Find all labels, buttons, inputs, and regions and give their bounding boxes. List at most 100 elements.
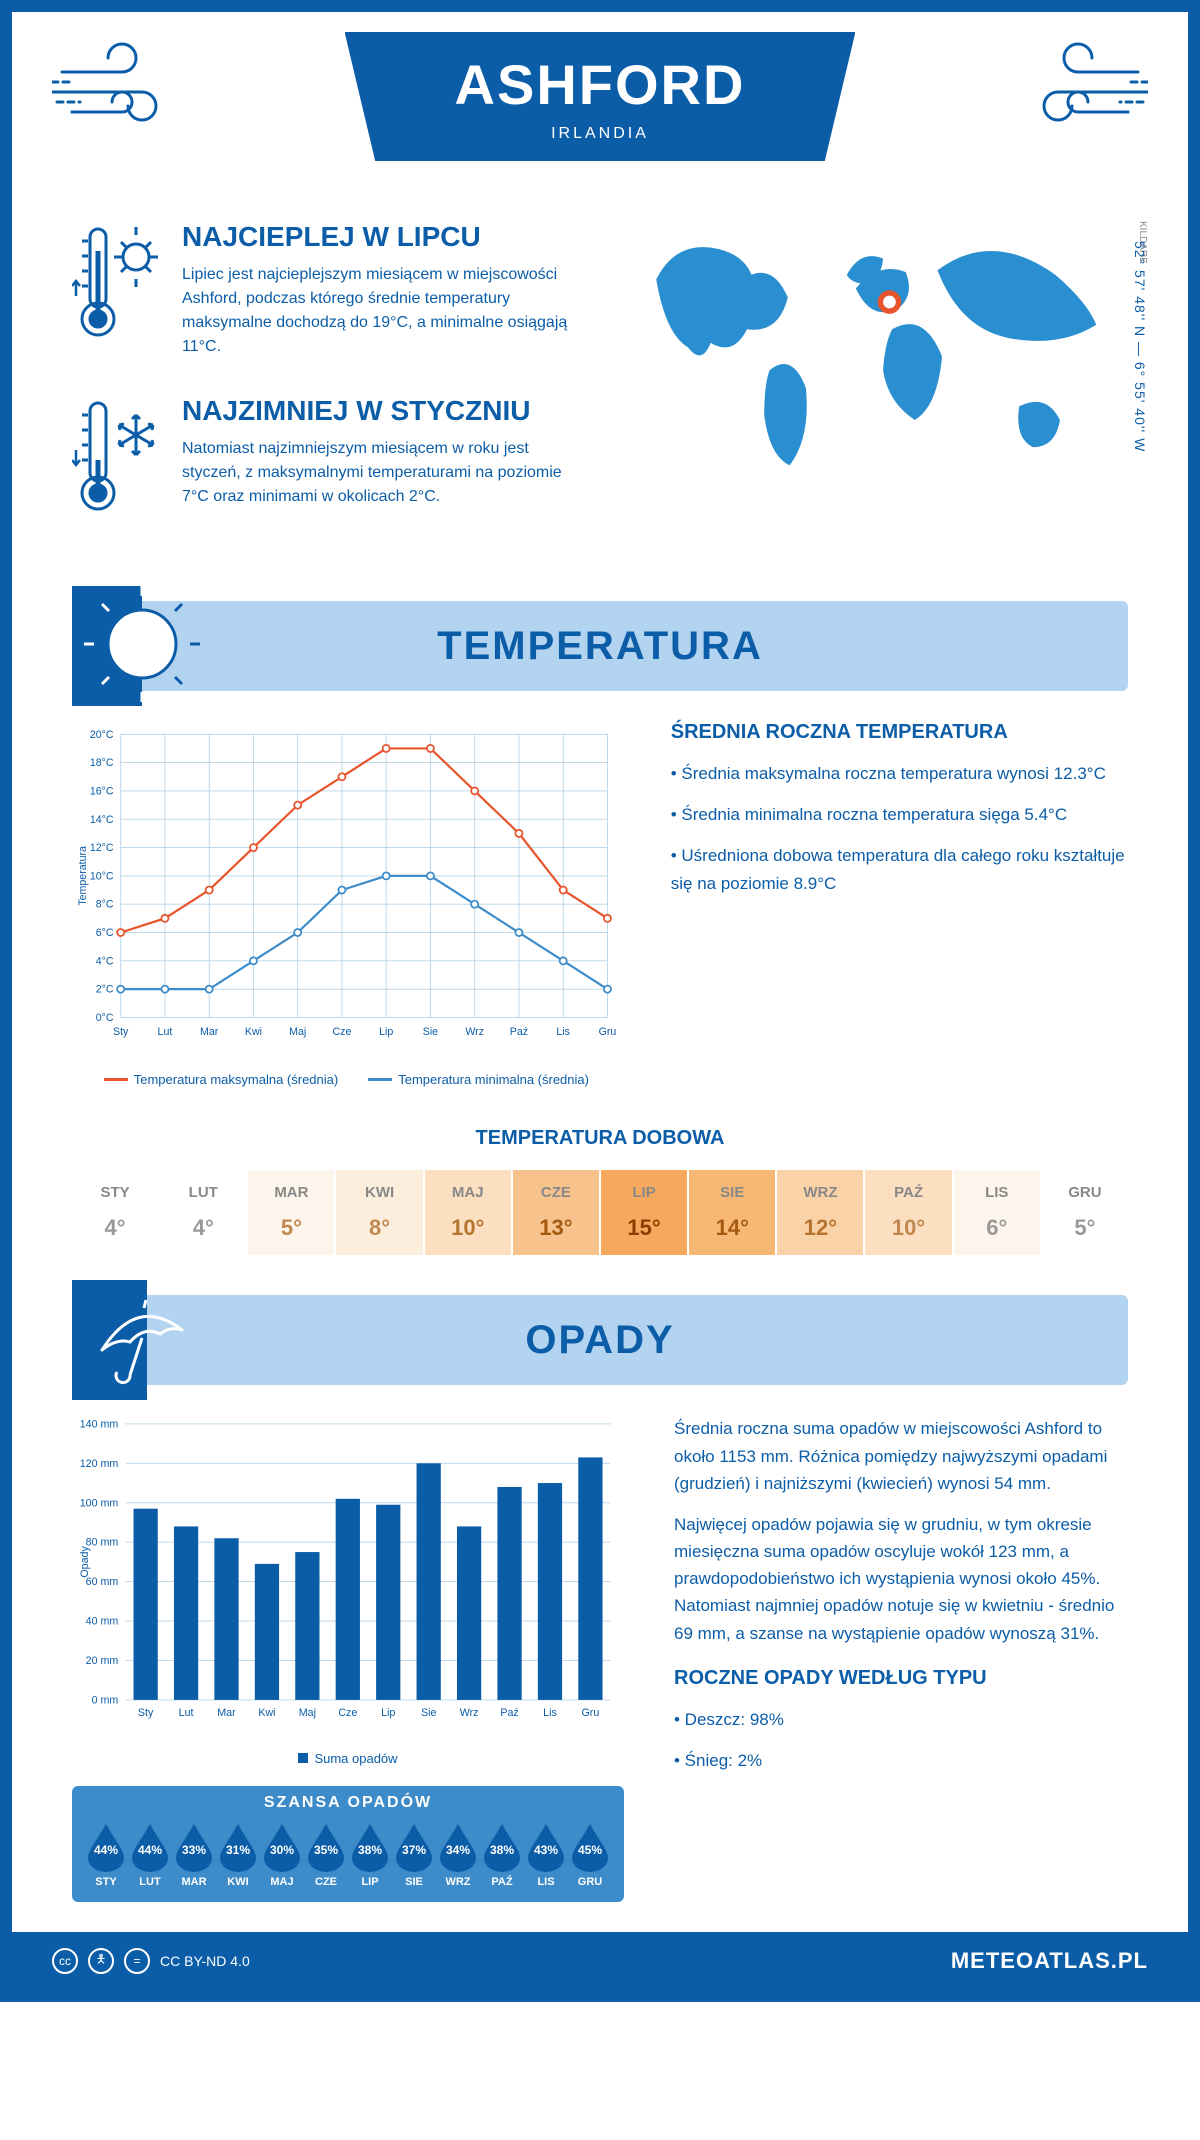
svg-text:140 mm: 140 mm: [80, 1419, 119, 1431]
svg-text:10°C: 10°C: [90, 870, 114, 882]
svg-text:Opady: Opady: [79, 1546, 91, 1578]
title-banner: ASHFORD IRLANDIA: [345, 32, 856, 161]
bytype-2: • Śnieg: 2%: [674, 1747, 1128, 1774]
drop-cell: 33% MAR: [174, 1822, 214, 1888]
svg-text:40 mm: 40 mm: [86, 1616, 119, 1628]
svg-text:Maj: Maj: [289, 1026, 306, 1038]
daily-cell: LUT4°: [160, 1170, 246, 1255]
raindrop-icon: 37%: [394, 1822, 434, 1872]
raindrop-icon: 35%: [306, 1822, 346, 1872]
raindrop-icon: 31%: [218, 1822, 258, 1872]
svg-text:Mar: Mar: [200, 1026, 219, 1038]
summary-p3: • Uśredniona dobowa temperatura dla całe…: [671, 842, 1128, 896]
wind-swirl-icon: [52, 42, 202, 142]
daily-cell: PAŹ10°: [865, 1170, 951, 1255]
svg-text:Paź: Paź: [510, 1026, 528, 1038]
raindrop-icon: 30%: [262, 1822, 302, 1872]
svg-text:8°C: 8°C: [96, 899, 114, 911]
daily-cell: STY4°: [72, 1170, 158, 1255]
raindrop-icon: 38%: [350, 1822, 390, 1872]
raindrop-icon: 34%: [438, 1822, 478, 1872]
svg-text:0°C: 0°C: [96, 1012, 114, 1024]
svg-text:2°C: 2°C: [96, 984, 114, 996]
prec-p1: Średnia roczna suma opadów w miejscowośc…: [674, 1415, 1128, 1497]
footer: cc 🯅 = CC BY-ND 4.0 METEOATLAS.PL: [12, 1932, 1188, 1990]
legend-min: Temperatura minimalna (średnia): [398, 1072, 589, 1087]
header: ASHFORD IRLANDIA: [12, 12, 1188, 191]
daily-cell: SIE14°: [689, 1170, 775, 1255]
section-head-precipitation: OPADY: [72, 1295, 1128, 1385]
svg-text:20 mm: 20 mm: [86, 1655, 119, 1667]
drop-panel-title: SZANSA OPADÓW: [86, 1794, 610, 1812]
svg-text:Wrz: Wrz: [460, 1707, 479, 1719]
world-map: [620, 221, 1128, 501]
summary-p2: • Średnia minimalna roczna temperatura s…: [671, 801, 1128, 828]
nd-icon: =: [124, 1948, 150, 1974]
raindrop-icon: 45%: [570, 1822, 610, 1872]
drop-cell: 38% PAŹ: [482, 1822, 522, 1888]
svg-text:6°C: 6°C: [96, 927, 114, 939]
drop-cell: 37% SIE: [394, 1822, 434, 1888]
summary-title: ŚREDNIA ROCZNA TEMPERATURA: [671, 721, 1128, 744]
svg-text:Mar: Mar: [217, 1707, 236, 1719]
svg-text:Kwi: Kwi: [258, 1707, 275, 1719]
intro-section: NAJCIEPLEJ W LIPCU Lipiec jest najcieple…: [12, 191, 1188, 581]
svg-text:100 mm: 100 mm: [80, 1498, 119, 1510]
temperature-line-chart: 0°C 2°C 4°C 6°C 8°C 10°C 12°C 14°C 16°C 18°C 20°C S…: [72, 721, 621, 1087]
country-subtitle: IRLANDIA: [455, 125, 746, 143]
precipitation-probability-panel: SZANSA OPADÓW 44% STY 44% LUT 33% MAR 31…: [72, 1786, 624, 1902]
sun-icon: [72, 586, 202, 706]
daily-cell: LIS6°: [954, 1170, 1040, 1255]
svg-text:18°C: 18°C: [90, 757, 114, 769]
svg-text:0 mm: 0 mm: [92, 1695, 119, 1707]
svg-text:Cze: Cze: [332, 1026, 351, 1038]
drop-cell: 43% LIS: [526, 1822, 566, 1888]
license-text: CC BY-ND 4.0: [160, 1953, 250, 1969]
svg-text:4°C: 4°C: [96, 955, 114, 967]
svg-text:Paź: Paź: [500, 1707, 518, 1719]
raindrop-icon: 43%: [526, 1822, 566, 1872]
svg-text:Cze: Cze: [338, 1707, 357, 1719]
site-name: METEOATLAS.PL: [951, 1948, 1148, 1974]
legend-sum: Suma opadów: [314, 1751, 397, 1766]
svg-text:Kwi: Kwi: [245, 1026, 262, 1038]
svg-text:12°C: 12°C: [90, 842, 114, 854]
legend-max: Temperatura maksymalna (średnia): [134, 1072, 338, 1087]
svg-text:Lip: Lip: [379, 1026, 393, 1038]
daily-temp-title: TEMPERATURA DOBOWA: [72, 1127, 1128, 1150]
svg-text:Lip: Lip: [381, 1707, 395, 1719]
fact-text: Natomiast najzimniejszym miesiącem w rok…: [182, 437, 580, 509]
section-title: OPADY: [525, 1318, 674, 1363]
raindrop-icon: 44%: [86, 1822, 126, 1872]
cc-icon: cc: [52, 1948, 78, 1974]
fact-coldest: NAJZIMNIEJ W STYCZNIU Natomiast najzimni…: [72, 395, 580, 515]
bytype-1: • Deszcz: 98%: [674, 1706, 1128, 1733]
precipitation-summary: Średnia roczna suma opadów w miejscowośc…: [674, 1415, 1128, 1902]
temperature-summary: ŚREDNIA ROCZNA TEMPERATURA • Średnia mak…: [671, 721, 1128, 1087]
svg-text:14°C: 14°C: [90, 814, 114, 826]
svg-text:Gru: Gru: [582, 1707, 600, 1719]
daily-cell: MAR5°: [248, 1170, 334, 1255]
thermometer-sun-icon: [72, 221, 162, 341]
section-head-temperature: TEMPERATURA: [72, 601, 1128, 691]
precipitation-bar-chart: 0 mm20 mm40 mm60 mm80 mm100 mm120 mm140 …: [72, 1415, 624, 1902]
svg-text:Temperatura: Temperatura: [77, 846, 89, 906]
drop-cell: 31% KWI: [218, 1822, 258, 1888]
fact-text: Lipiec jest najcieplejszym miesiącem w m…: [182, 263, 580, 359]
page: ASHFORD IRLANDIA: [0, 0, 1200, 2002]
svg-text:Sie: Sie: [423, 1026, 438, 1038]
drop-cell: 30% MAJ: [262, 1822, 302, 1888]
chart-legend: Suma opadów: [72, 1751, 624, 1766]
daily-cell: KWI8°: [336, 1170, 422, 1255]
raindrop-icon: 38%: [482, 1822, 522, 1872]
svg-text:16°C: 16°C: [90, 785, 114, 797]
umbrella-icon: [72, 1280, 202, 1400]
drop-cell: 34% WRZ: [438, 1822, 478, 1888]
daily-cell: MAJ10°: [425, 1170, 511, 1255]
by-icon: 🯅: [88, 1948, 114, 1974]
svg-text:Sty: Sty: [113, 1026, 129, 1038]
svg-text:20°C: 20°C: [90, 729, 114, 741]
svg-text:Sie: Sie: [421, 1707, 436, 1719]
drop-cell: 38% LIP: [350, 1822, 390, 1888]
drop-cell: 44% STY: [86, 1822, 126, 1888]
